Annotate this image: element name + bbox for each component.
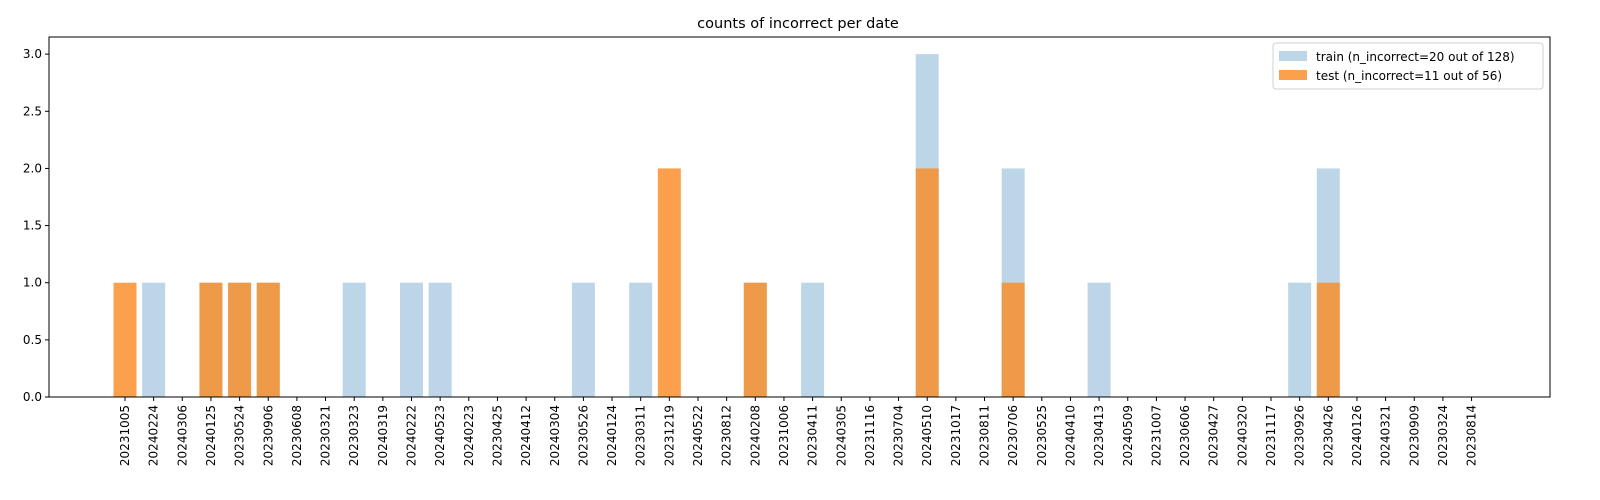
- x-tick-label: 20240125: [204, 405, 218, 466]
- x-tick-label: 20240412: [519, 405, 533, 466]
- bar-train: [571, 282, 595, 397]
- x-tick-label: 20240222: [405, 405, 419, 466]
- chart-title: counts of incorrect per date: [697, 16, 899, 32]
- bar-train: [801, 282, 825, 397]
- x-tick-label: 20230811: [978, 405, 992, 466]
- bar-train: [1087, 282, 1111, 397]
- y-axis: 0.0 0.5 1.0 1.5 2.0 2.5 3.0: [23, 47, 49, 404]
- bar-test: [199, 282, 223, 397]
- x-tick-label: 20230427: [1207, 405, 1221, 466]
- bar-train: [342, 282, 366, 397]
- x-tick-label: 20230706: [1006, 405, 1020, 466]
- x-tick-label: 20231116: [863, 405, 877, 466]
- x-tick-label: 20230812: [720, 405, 734, 466]
- legend-box: [1272, 42, 1544, 90]
- y-tick-label: 0.0: [23, 390, 42, 404]
- x-tick-label: 20231007: [1149, 405, 1163, 466]
- legend: train (n_incorrect=20 out of 128) test (n…: [1272, 42, 1544, 90]
- x-tick-label: 20231219: [662, 405, 676, 466]
- x-tick-label: 20230608: [290, 405, 304, 466]
- y-tick-label: 1.5: [23, 219, 42, 233]
- x-tick-label: 20230906: [261, 405, 275, 466]
- legend-label: train (n_incorrect=20 out of 128): [1316, 50, 1515, 64]
- x-tick-label: 20230311: [634, 405, 648, 466]
- x-tick-label: 20231005: [118, 405, 132, 466]
- bar-test: [915, 168, 939, 397]
- x-tick-label: 20240304: [548, 405, 562, 466]
- bar-test: [1316, 282, 1340, 397]
- y-tick-label: 3.0: [23, 47, 42, 61]
- x-tick-label: 20230413: [1092, 405, 1106, 466]
- x-tick-label: 20230425: [490, 405, 504, 466]
- y-tick-label: 2.0: [23, 161, 42, 175]
- x-tick-label: 20240410: [1063, 405, 1077, 466]
- x-tick-label: 20231117: [1264, 405, 1278, 466]
- x-tick-label: 20240510: [920, 405, 934, 466]
- y-tick-label: 0.5: [23, 333, 42, 347]
- x-tick-label: 20230426: [1321, 405, 1335, 466]
- x-tick-label: 20230411: [806, 405, 820, 466]
- x-tick-label: 20230321: [319, 405, 333, 466]
- bar-test: [657, 168, 681, 397]
- x-tick-label: 20240126: [1350, 405, 1364, 466]
- x-tick-label: 20240224: [147, 405, 161, 466]
- x-tick-label: 20240124: [605, 405, 619, 466]
- bar-train: [1288, 282, 1312, 397]
- bar-test: [256, 282, 280, 397]
- x-tick-label: 20230814: [1465, 405, 1479, 466]
- x-axis: 20231005 20240224 20240306 20240125 20230524…: [118, 397, 1479, 466]
- x-tick-label: 20240523: [433, 405, 447, 466]
- y-tick-label: 1.0: [23, 276, 42, 290]
- legend-swatch: [1279, 70, 1307, 80]
- x-tick-label: 20230926: [1293, 405, 1307, 466]
- bar-train: [142, 282, 166, 397]
- x-tick-label: 20230323: [347, 405, 361, 466]
- bar-test: [228, 282, 252, 397]
- x-tick-label: 20231017: [949, 405, 963, 466]
- bar-train: [400, 282, 423, 397]
- x-tick-label: 20230324: [1436, 405, 1450, 466]
- x-tick-label: 20230525: [1035, 405, 1049, 466]
- legend-swatch: [1279, 51, 1307, 61]
- x-tick-label: 20240223: [462, 405, 476, 466]
- x-tick-label: 20240208: [748, 405, 762, 466]
- x-tick-label: 20230909: [1407, 405, 1421, 466]
- x-tick-label: 20240305: [834, 405, 848, 466]
- bar-test: [113, 282, 137, 397]
- bar-test: [1001, 282, 1025, 397]
- x-tick-label: 20230606: [1178, 405, 1192, 466]
- y-tick-label: 2.5: [23, 104, 42, 118]
- bars-layer: [113, 54, 1340, 398]
- x-tick-label: 20230704: [892, 405, 906, 466]
- bar-train: [629, 282, 653, 397]
- x-tick-label: 20240509: [1121, 405, 1135, 466]
- x-tick-label: 20240319: [376, 405, 390, 466]
- bar-test: [743, 282, 767, 397]
- x-tick-label: 20240321: [1379, 405, 1393, 466]
- x-tick-label: 20230526: [576, 405, 590, 466]
- plot-frame: [48, 36, 1551, 398]
- bar-train: [428, 282, 452, 397]
- x-tick-label: 20230524: [233, 405, 247, 466]
- x-tick-label: 20240522: [691, 405, 705, 466]
- x-tick-label: 20240320: [1235, 405, 1249, 466]
- legend-label: test (n_incorrect=11 out of 56): [1316, 69, 1502, 83]
- x-tick-label: 20231006: [777, 405, 791, 466]
- x-tick-label: 20240306: [175, 405, 189, 466]
